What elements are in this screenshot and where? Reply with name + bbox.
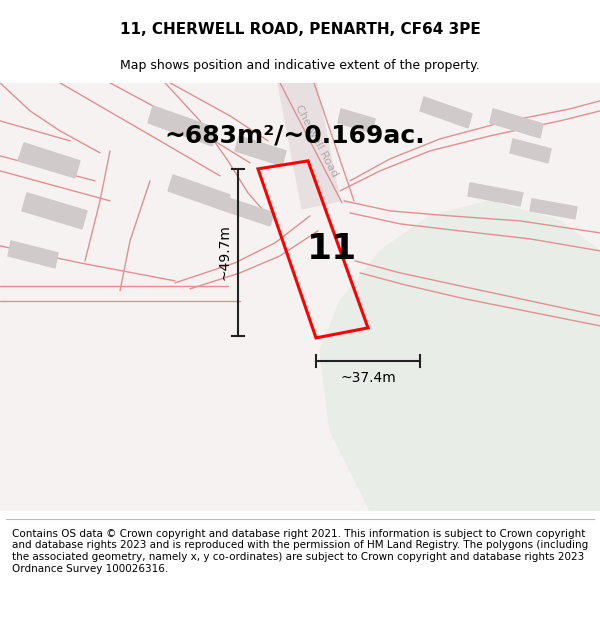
Polygon shape	[530, 199, 577, 219]
Polygon shape	[490, 109, 543, 138]
Text: 11: 11	[307, 232, 358, 266]
Polygon shape	[235, 136, 286, 166]
Text: Contains OS data © Crown copyright and database right 2021. This information is : Contains OS data © Crown copyright and d…	[12, 529, 588, 574]
Polygon shape	[338, 109, 375, 133]
Text: ~49.7m: ~49.7m	[217, 224, 231, 280]
Polygon shape	[320, 201, 600, 511]
Polygon shape	[278, 83, 340, 209]
Text: ~683m²/~0.169ac.: ~683m²/~0.169ac.	[164, 124, 425, 148]
Polygon shape	[22, 193, 87, 229]
Text: Map shows position and indicative extent of the property.: Map shows position and indicative extent…	[120, 59, 480, 72]
Polygon shape	[468, 183, 523, 206]
Text: 11, CHERWELL ROAD, PENARTH, CF64 3PE: 11, CHERWELL ROAD, PENARTH, CF64 3PE	[119, 22, 481, 37]
Polygon shape	[225, 198, 274, 226]
Polygon shape	[510, 139, 551, 163]
Text: ~37.4m: ~37.4m	[340, 371, 396, 385]
Polygon shape	[148, 106, 218, 146]
Polygon shape	[168, 175, 230, 211]
Text: Cherwell Road: Cherwell Road	[293, 103, 339, 179]
Polygon shape	[18, 143, 80, 178]
Polygon shape	[8, 241, 58, 268]
Polygon shape	[420, 97, 472, 128]
